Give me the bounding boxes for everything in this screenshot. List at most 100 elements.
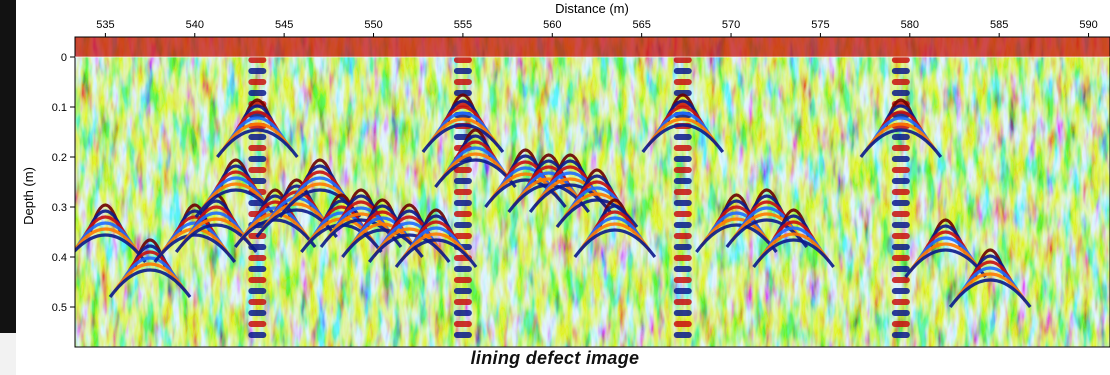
anomaly-column-segment bbox=[248, 321, 267, 327]
hyperbola-reflection bbox=[75, 203, 147, 263]
x-tick-label: 550 bbox=[364, 19, 382, 31]
x-tick-label: 535 bbox=[96, 19, 114, 31]
anomaly-column-segment bbox=[891, 332, 910, 338]
anomaly-column-segment bbox=[891, 266, 910, 272]
hyperbola-reflection bbox=[859, 98, 943, 158]
anomaly-column-segment bbox=[453, 167, 472, 173]
anomaly-column-segment bbox=[891, 222, 910, 228]
anomaly-column-segment bbox=[673, 233, 692, 239]
anomaly-column-segment bbox=[891, 299, 910, 305]
anomaly-column-segment bbox=[673, 310, 692, 316]
anomaly-column-segment bbox=[891, 200, 910, 206]
x-tick-label: 545 bbox=[275, 19, 293, 31]
anomaly-column-segment bbox=[248, 145, 267, 151]
anomaly-column-segment bbox=[453, 211, 472, 217]
anomaly-column-segment bbox=[673, 321, 692, 327]
anomaly-column-segment bbox=[891, 310, 910, 316]
anomaly-column-segment bbox=[453, 222, 472, 228]
y-tick-label: 0.3 bbox=[52, 202, 67, 214]
anomaly-column-segment bbox=[248, 332, 267, 338]
anomaly-column-segment bbox=[891, 156, 910, 162]
anomaly-column-segment bbox=[248, 167, 267, 173]
y-tick-label: 0.4 bbox=[52, 252, 67, 264]
hyperbola-reflection bbox=[725, 188, 809, 248]
hyperbola-reflection bbox=[216, 98, 299, 158]
anomaly-column-segment bbox=[453, 200, 472, 206]
plot-frame bbox=[74, 36, 1110, 348]
y-tick-label: 0.2 bbox=[52, 152, 67, 164]
anomaly-column-segment bbox=[453, 233, 472, 239]
anomaly-column-segment bbox=[248, 266, 267, 272]
anomaly-column-segment bbox=[891, 145, 910, 151]
anomaly-column-segment bbox=[453, 266, 472, 272]
anomaly-column-segment bbox=[453, 68, 472, 74]
anomaly-column-segment bbox=[248, 90, 267, 96]
anomaly-column-segment bbox=[248, 299, 267, 305]
anomaly-column-segment bbox=[891, 178, 910, 184]
anomaly-column-segment bbox=[673, 332, 692, 338]
anomaly-column-segment bbox=[248, 288, 267, 294]
x-tick-label: 565 bbox=[632, 19, 650, 31]
anomaly-column-segment bbox=[891, 288, 910, 294]
x-tick-label: 560 bbox=[543, 19, 561, 31]
anomaly-column-segment bbox=[891, 255, 910, 261]
anomaly-column-segment bbox=[673, 200, 692, 206]
anomaly-column-segment bbox=[453, 321, 472, 327]
hyperbola-reflection bbox=[641, 93, 725, 153]
anomaly-column-segment bbox=[673, 299, 692, 305]
hyperbola-reflection bbox=[194, 158, 278, 218]
anomaly-column-segment bbox=[453, 310, 472, 316]
x-tick-label: 540 bbox=[186, 19, 204, 31]
x-axis: 535 540 545 550 555 560 565 570 575 580 585 590 bbox=[96, 19, 1098, 37]
anomaly-column-segment bbox=[248, 79, 267, 85]
hyperbola-reflection bbox=[394, 208, 478, 268]
anomaly-column-segment bbox=[673, 145, 692, 151]
anomaly-column-segment bbox=[453, 79, 472, 85]
figure-caption: lining defect image bbox=[470, 348, 640, 368]
y-tick-label: 0.5 bbox=[52, 302, 67, 314]
hyperbola-reflection bbox=[573, 198, 657, 258]
plot-area bbox=[75, 37, 1110, 347]
anomaly-column-segment bbox=[673, 255, 692, 261]
anomaly-column-segment bbox=[891, 79, 910, 85]
anomaly-column-segment bbox=[673, 134, 692, 140]
anomaly-column-segment bbox=[673, 57, 692, 63]
x-tick-label: 570 bbox=[722, 19, 740, 31]
surface-reflection-band bbox=[75, 37, 1110, 57]
anomaly-column-segment bbox=[673, 68, 692, 74]
anomaly-column-segment bbox=[673, 178, 692, 184]
anomaly-column-segment bbox=[453, 299, 472, 305]
anomaly-column-segment bbox=[673, 277, 692, 283]
x-tick-label: 580 bbox=[901, 19, 919, 31]
x-tick-label: 590 bbox=[1079, 19, 1097, 31]
anomaly-column-segment bbox=[248, 255, 267, 261]
anomaly-column-segment bbox=[891, 321, 910, 327]
anomaly-column-segment bbox=[891, 189, 910, 195]
anomaly-column-segment bbox=[891, 68, 910, 74]
anomaly-column-segment bbox=[673, 211, 692, 217]
x-tick-label: 575 bbox=[811, 19, 829, 31]
hyperbola-reflection bbox=[752, 208, 835, 268]
anomaly-column-segment bbox=[891, 233, 910, 239]
anomaly-column-segment bbox=[891, 167, 910, 173]
anomaly-column-segment bbox=[673, 90, 692, 96]
anomaly-column-segment bbox=[673, 156, 692, 162]
anomaly-column-segment bbox=[673, 288, 692, 294]
hyperbola-reflection bbox=[948, 248, 1032, 308]
x-axis-title: Distance (m) bbox=[555, 1, 629, 16]
hyperbola-reflection bbox=[421, 93, 505, 153]
y-tick-label: 0.1 bbox=[52, 102, 67, 114]
anomaly-column-segment bbox=[673, 222, 692, 228]
reflection-marks bbox=[75, 37, 1110, 338]
anomaly-column-segment bbox=[891, 244, 910, 250]
anomaly-column-segment bbox=[453, 57, 472, 63]
anomaly-column-segment bbox=[673, 244, 692, 250]
anomaly-column-segment bbox=[453, 332, 472, 338]
anomaly-column-segment bbox=[453, 277, 472, 283]
y-axis-title: Depth (m) bbox=[21, 167, 36, 225]
hyperbola-reflection bbox=[108, 238, 192, 298]
anomaly-column-segment bbox=[891, 211, 910, 217]
anomaly-column-segment bbox=[891, 134, 910, 140]
anomaly-column-segment bbox=[248, 134, 267, 140]
anomaly-column-segment bbox=[248, 277, 267, 283]
